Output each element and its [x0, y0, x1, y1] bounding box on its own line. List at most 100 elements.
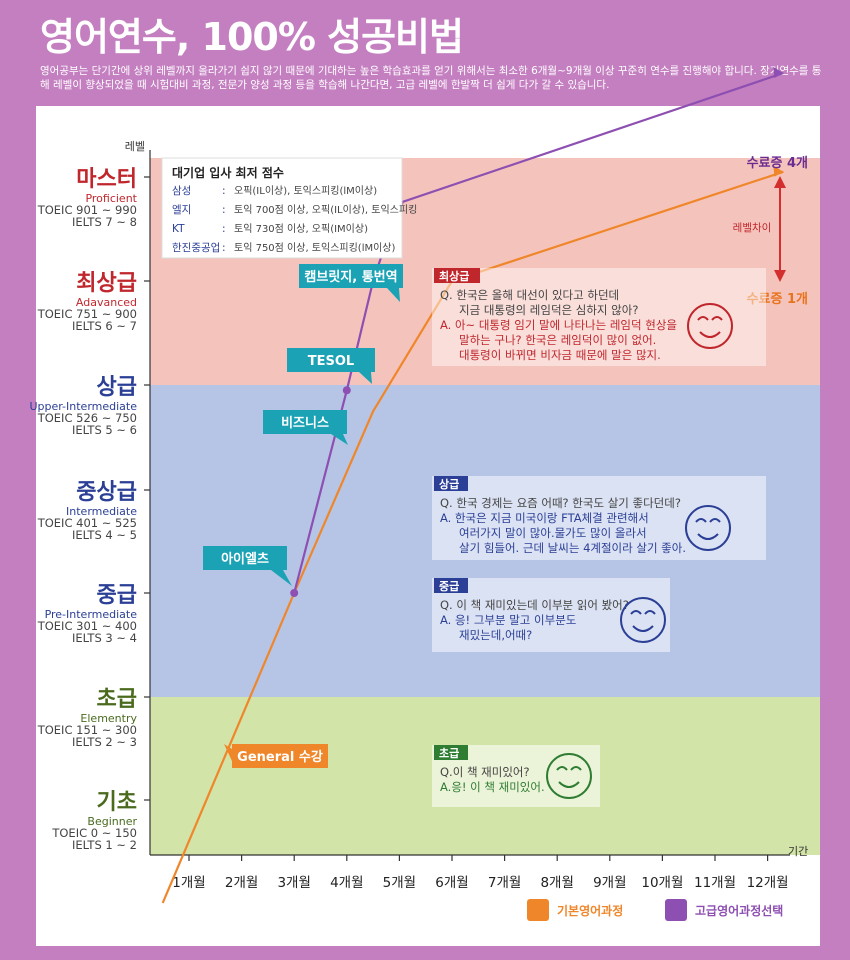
score-requirement: 토익 700점 이상, 오픽(IL이상), 토익스피킹 [234, 204, 417, 216]
dialog-answer: A.응! 이 책 재미있어. [440, 780, 545, 794]
dialog-question: Q. 이 책 재미있는데 이부분 읽어 봤어? [440, 598, 629, 612]
dialog-level-tag: 상급 [439, 477, 459, 491]
course-callout-label: 비즈니스 [281, 416, 329, 431]
score-requirement: 토익 750점 이상, 토익스피킹(lM이상) [234, 242, 396, 254]
score-company: KT [172, 223, 185, 235]
dialog-box: 상급 Q. 한국 경제는 요즘 어때? 한국도 살기 좋다던데?A. 한국은 지금… [432, 476, 766, 560]
level-gap-label: 레벨차이 [733, 222, 772, 234]
month-label: 7개월 [488, 875, 521, 891]
level-toeic: TOEIC 526 ~ 750 [37, 411, 137, 425]
face-icon [620, 597, 666, 643]
level-ielts: IELTS 3 ~ 4 [72, 631, 137, 645]
score-colon: : [222, 185, 226, 197]
month-label: 9개월 [593, 875, 626, 891]
level-gap-arrow-top [774, 176, 786, 188]
level-english: Upper-Intermediate [29, 400, 137, 413]
level-english: Adavanced [76, 296, 137, 309]
page-title: 영어연수, 100% 성공비법 [40, 15, 464, 59]
legend-item: 기본영어과정 [527, 899, 623, 921]
month-label: 4개월 [330, 875, 363, 891]
score-requirement: 오픽(IL이상), 토익스피킹(lM이상) [234, 185, 377, 197]
dialog-answer: 살기 힘들어. 근데 날씨는 4계절이라 살기 좋아. [459, 541, 686, 555]
face-icon [685, 505, 731, 551]
course-marker [342, 386, 351, 395]
face-icon [546, 753, 592, 799]
level-ielts: IELTS 6 ~ 7 [72, 319, 137, 333]
series-arrowhead [773, 165, 784, 177]
dialog-answer: 재밌는데,어때? [459, 628, 532, 642]
level-ielts: IELTS 4 ~ 5 [72, 528, 137, 542]
level-name: 최상급 [76, 271, 137, 296]
level-gap-arrow-bottom [774, 270, 786, 282]
dialog-level-tag: 중급 [439, 580, 459, 593]
dialog-answer: A. 한국은 지금 미국이랑 FTA체결 관련해서 [440, 511, 649, 525]
level-name: 중급 [97, 583, 137, 608]
legend-swatch [527, 899, 549, 921]
face-icon [687, 303, 733, 349]
level-english: Intermediate [66, 505, 137, 518]
course-marker [290, 589, 299, 597]
month-label: 10개월 [641, 875, 683, 891]
month-label: 1개월 [172, 875, 205, 891]
course-callout: General 수강 [224, 744, 328, 768]
level-ielts: IELTS 2 ~ 3 [72, 735, 137, 749]
dialog-level-tag: 최상급 [439, 269, 469, 283]
legend-label: 고급영어과정선택 [695, 903, 783, 918]
level-name: 마스터 [76, 167, 137, 192]
level-toeic: TOEIC 0 ~ 150 [51, 826, 137, 840]
dialog-box: 중급 Q. 이 책 재미있는데 이부분 읽어 봤어?A. 응! 그부분 말고 이부… [432, 578, 670, 652]
month-label: 2개월 [225, 875, 258, 891]
course-callout-label: TESOL [308, 354, 354, 369]
level-ielts: IELTS 5 ~ 6 [72, 423, 137, 437]
end-label-top: 수료증 4개 [747, 156, 808, 171]
course-callout-label: 아이엘츠 [221, 551, 269, 567]
score-company: 한진중공업 [172, 241, 220, 254]
dialog-answer: 대통령이 바뀌면 비자금 때문에 말은 많지. [459, 348, 661, 362]
month-label: 12개월 [747, 875, 789, 891]
level-name: 중상급 [76, 480, 137, 505]
score-colon: : [222, 242, 226, 254]
level-english: Beginner [87, 815, 137, 828]
level-toeic: TOEIC 751 ~ 900 [37, 307, 137, 321]
month-label: 6개월 [435, 875, 468, 891]
level-ielts: IELTS 7 ~ 8 [72, 215, 137, 229]
dialog-box: 초급 Q.이 책 재미있어?A.응! 이 책 재미있어. [432, 745, 600, 807]
level-toeic: TOEIC 301 ~ 400 [37, 619, 137, 633]
month-label: 11개월 [694, 875, 736, 891]
y-axis-label: 레벨 [125, 140, 145, 153]
score-company: 삼성 [172, 185, 191, 197]
series-basic-line [161, 170, 784, 904]
score-company: 엘지 [172, 203, 191, 216]
level-toeic: TOEIC 401 ~ 525 [37, 516, 137, 530]
month-label: 5개월 [383, 875, 416, 891]
level-toeic: TOEIC 151 ~ 300 [37, 723, 137, 737]
dialog-answer: A. 응! 그부분 말고 이부분도 [440, 613, 576, 627]
dialog-question: Q.이 책 재미있어? [440, 765, 530, 779]
level-name: 기초 [97, 790, 137, 815]
dialog-level-tag: 초급 [439, 747, 459, 760]
level-english: Proficient [85, 192, 137, 205]
course-callout: 비즈니스 [263, 410, 348, 445]
level-toeic: TOEIC 901 ~ 990 [37, 203, 137, 217]
course-callout: 아이엘츠 [203, 546, 292, 586]
intro-text: 영어공부는 단기간에 상위 레벨까지 올라가기 쉽지 않기 때문에 기대하는 높… [40, 65, 822, 91]
dialog-question: Q. 한국은 올해 대선이 있다고 하던데 [440, 288, 619, 302]
level-name: 초급 [97, 687, 137, 712]
series-arrowhead [773, 67, 784, 78]
end-label-bottom: 수료증 1개 [747, 292, 808, 307]
score-colon: : [222, 204, 226, 216]
dialog-answer: 여러가지 말이 많아.물가도 많이 올라서 [459, 526, 647, 540]
course-callout: 캠브릿지, 통번역 [299, 264, 403, 302]
score-box-title: 대기업 입사 최저 점수 [172, 165, 284, 180]
score-colon: : [222, 223, 226, 235]
month-label: 8개월 [540, 875, 573, 891]
legend-label: 기본영어과정 [557, 903, 623, 918]
legend-swatch [665, 899, 687, 921]
course-callout: TESOL [287, 348, 375, 384]
dialog-question: Q. 한국 경제는 요즘 어때? 한국도 살기 좋다던데? [440, 496, 681, 510]
level-ielts: IELTS 1 ~ 2 [72, 838, 137, 852]
legend-item: 고급영어과정선택 [665, 899, 783, 921]
